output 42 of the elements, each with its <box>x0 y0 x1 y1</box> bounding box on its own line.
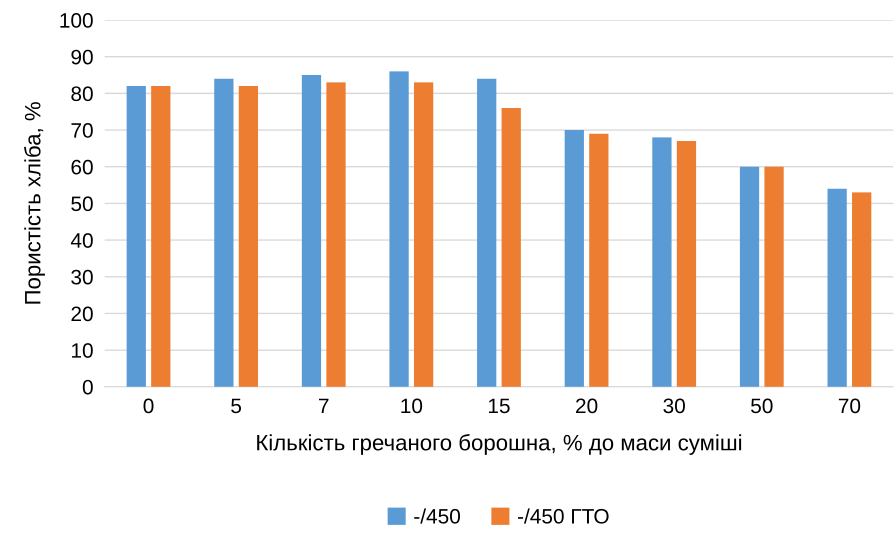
bar <box>652 137 672 387</box>
bar <box>389 71 409 387</box>
bar <box>502 108 521 387</box>
x-tick-label: 0 <box>144 398 154 414</box>
bar <box>564 130 584 387</box>
bar <box>238 86 258 387</box>
y-axis-title: Пористість хліба, % <box>24 102 45 304</box>
x-tick-label: 20 <box>576 398 598 414</box>
y-tick-label: 70 <box>72 123 93 138</box>
bar <box>740 166 760 387</box>
y-tick-label: 80 <box>71 86 93 102</box>
y-tick-label: 20 <box>71 306 93 322</box>
y-tick-label: 40 <box>70 233 93 248</box>
y-tick-label: 90 <box>71 50 93 64</box>
y-tick-label: 0 <box>82 380 93 395</box>
x-tick-label: 15 <box>488 398 510 414</box>
y-tick-label: 50 <box>71 196 93 212</box>
bar <box>589 134 608 387</box>
y-tick-label: 30 <box>71 270 93 285</box>
bar <box>676 141 696 387</box>
y-tick-label: 10 <box>72 343 93 358</box>
x-tick-label: 5 <box>231 398 242 414</box>
y-tick-label: 100 <box>60 13 93 28</box>
bar <box>326 82 346 387</box>
bar <box>126 86 146 387</box>
x-axis-title: Кількість гречаного борошна, % до маси суміші <box>257 434 742 455</box>
y-tick-label: 60 <box>71 160 93 174</box>
x-tick-label: 7 <box>319 398 328 414</box>
bar <box>414 82 434 387</box>
x-tick-label: 30 <box>663 398 685 414</box>
bar <box>852 192 872 387</box>
legend-label: -/450 <box>414 508 460 524</box>
bar <box>151 86 170 387</box>
x-tick-label: 50 <box>751 398 773 414</box>
legend-label: -/450 ГТО <box>518 508 609 524</box>
bar <box>477 78 496 387</box>
bar <box>214 78 234 387</box>
bar <box>764 166 784 387</box>
bar <box>302 75 322 387</box>
x-tick-label: 10 <box>401 398 422 414</box>
bar <box>828 188 847 387</box>
x-tick-label: 70 <box>838 398 860 414</box>
